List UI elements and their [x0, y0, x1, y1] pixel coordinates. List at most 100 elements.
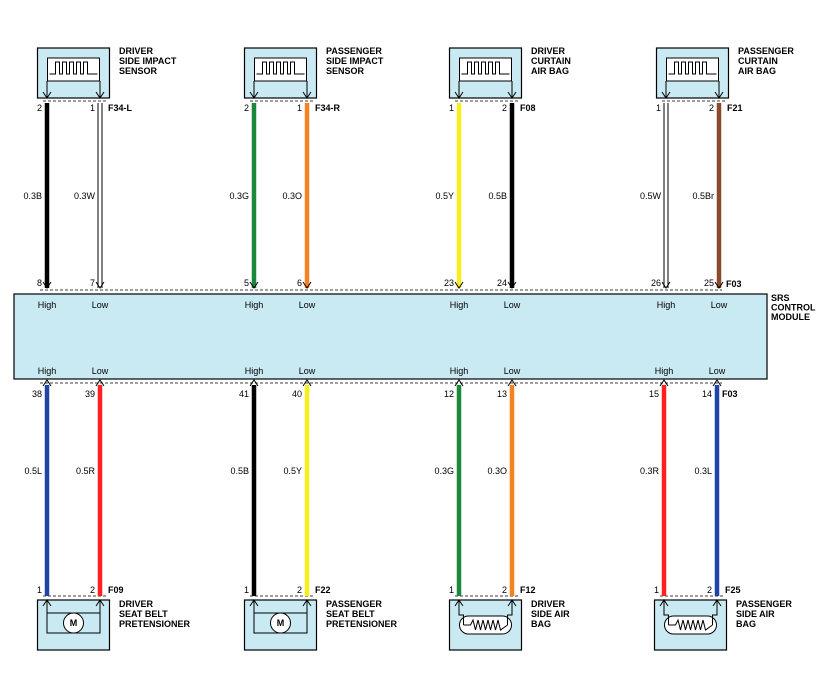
driver-seat-belt-pretensioner-wire-2-component-pin: 2	[90, 585, 95, 595]
driver-seat-belt-pretensioner-wire-1-component-pin: 1	[37, 585, 42, 595]
passenger-side-air-bag-name-line: PASSENGER	[736, 599, 792, 609]
passenger-side-impact-sensor-wire-1-module-pin: 5	[244, 278, 249, 288]
passenger-seat-belt-pretensioner-wire-2-arrow-top	[302, 379, 312, 387]
driver-side-impact-sensor-wire-1-component-pin: 2	[37, 103, 42, 113]
passenger-curtain-air-bag-wire-2-arrow-top	[714, 91, 724, 99]
driver-curtain-air-bag-connector-label: F08	[520, 103, 536, 113]
driver-seat-belt-pretensioner-wire-1-arrow-bottom	[42, 599, 52, 607]
driver-side-impact-sensor-wire-1-arrow-bottom	[42, 281, 52, 289]
passenger-side-impact-sensor-name-line: SENSOR	[326, 66, 365, 76]
passenger-curtain-air-bag-name-line: PASSENGER	[738, 46, 794, 56]
driver-seat-belt-pretensioner-wire-2-module-pin: 39	[85, 389, 95, 399]
driver-curtain-air-bag-wire-2-component-pin: 2	[502, 103, 507, 113]
passenger-side-impact-sensor-wire-2-component-pin: 1	[297, 103, 302, 113]
passenger-seat-belt-pretensioner-wire-2-module-pin: 40	[292, 389, 302, 399]
driver-curtain-air-bag-name-line: AIR BAG	[531, 66, 569, 76]
driver-side-air-bag-name-line: BAG	[531, 619, 551, 629]
driver-curtain-air-bag-wire-1-spec-label: 0.5Y	[435, 191, 454, 201]
passenger-curtain-air-bag-name-line: AIR BAG	[738, 66, 776, 76]
motor-icon	[270, 612, 291, 634]
driver-curtain-air-bag-wire-1-module-pin: 23	[444, 278, 454, 288]
passenger-side-impact-sensor-wire-2-arrow-bottom	[302, 281, 312, 289]
squib-lead-right	[507, 600, 513, 625]
passenger-side-air-bag-wire-2-module-pin: 14	[702, 389, 712, 399]
squib-lead-right	[712, 600, 718, 625]
driver-curtain-air-bag-name-line: DRIVER	[531, 46, 566, 56]
passenger-seat-belt-pretensioner-wire-2-module-terminal: Low	[299, 366, 316, 376]
passenger-seat-belt-pretensioner-wire-1-arrow-bottom	[249, 599, 259, 607]
passenger-side-impact-sensor-name-line: PASSENGER	[326, 46, 382, 56]
driver-side-air-bag-wire-2-component-pin: 2	[502, 585, 507, 595]
passenger-side-air-bag-wire-2-component-pin: 2	[707, 585, 712, 595]
sensor-waveform-icon	[256, 61, 305, 75]
module-body	[13, 293, 768, 380]
passenger-side-air-bag-wire-1-spec-label: 0.3R	[640, 466, 660, 476]
passenger-side-impact-sensor-connector-label: F34-R	[315, 103, 341, 113]
passenger-curtain-air-bag-wire-1-component-pin: 1	[656, 103, 661, 113]
passenger-side-air-bag-wire-2-arrow-top	[712, 379, 722, 387]
passenger-curtain-air-bag-wire-2-module-terminal: Low	[711, 300, 728, 310]
passenger-seat-belt-pretensioner-wire-1-module-terminal: High	[245, 366, 264, 376]
sensor-waveform-icon	[461, 61, 510, 75]
driver-side-air-bag-wire-2-spec-label: 0.3O	[487, 466, 507, 476]
module-bottom-connector-label: F03	[722, 389, 738, 399]
passenger-curtain-air-bag-wire-2-component-pin: 2	[709, 103, 714, 113]
driver-seat-belt-pretensioner-wire-1-arrow-top	[42, 379, 52, 387]
passenger-curtain-air-bag-wire-2-arrow-bottom	[714, 281, 724, 289]
driver-seat-belt-pretensioner-connector-label: F09	[108, 585, 124, 595]
driver-side-impact-sensor-wire-1-module-pin: 8	[37, 278, 42, 288]
driver-side-air-bag-name-line: DRIVER	[531, 599, 566, 609]
driver-curtain-air-bag-wire-1-arrow-top	[454, 91, 464, 99]
driver-side-air-bag-wire-2-module-pin: 13	[497, 389, 507, 399]
passenger-side-air-bag-wire-2-spec-label: 0.3L	[694, 466, 712, 476]
driver-side-impact-sensor-name-line: SIDE IMPACT	[119, 56, 177, 66]
module-name-line: MODULE	[771, 312, 810, 322]
driver-side-air-bag-name-line: SIDE AIR	[531, 609, 570, 619]
passenger-side-impact-sensor-name-line: SIDE IMPACT	[326, 56, 384, 66]
resistor-icon	[668, 618, 713, 631]
passenger-side-impact-sensor-wire-1-arrow-top	[249, 91, 259, 99]
driver-side-impact-sensor-wire-2-component-pin: 1	[90, 103, 95, 113]
driver-side-impact-sensor-name-line: SENSOR	[119, 66, 158, 76]
driver-curtain-air-bag-wire-1-arrow-bottom	[454, 281, 464, 289]
driver-curtain-air-bag-wire-2-arrow-bottom	[507, 281, 517, 289]
driver-curtain-air-bag-wire-2-module-terminal: Low	[504, 300, 521, 310]
resistor-icon	[463, 618, 508, 631]
driver-side-air-bag-wire-1-module-pin: 12	[444, 389, 454, 399]
driver-seat-belt-pretensioner-wire-2-arrow-bottom	[95, 599, 105, 607]
driver-side-air-bag-wire-2-arrow-bottom	[507, 599, 517, 607]
passenger-seat-belt-pretensioner-wire-1-spec-label: 0.5B	[230, 466, 249, 476]
passenger-seat-belt-pretensioner-connector-label: F22	[315, 585, 331, 595]
driver-seat-belt-pretensioner-wire-1-spec-label: 0.5L	[24, 466, 42, 476]
driver-curtain-air-bag-wire-1-module-terminal: High	[450, 300, 469, 310]
passenger-seat-belt-pretensioner-wire-1-component-pin: 1	[244, 585, 249, 595]
driver-side-impact-sensor-wire-1-arrow-top	[42, 91, 52, 99]
passenger-side-air-bag-name-line: SIDE AIR	[736, 609, 775, 619]
sensor-waveform-icon	[49, 61, 98, 75]
passenger-side-impact-sensor-wire-1-component-pin: 2	[244, 103, 249, 113]
passenger-seat-belt-pretensioner-wire-2-arrow-bottom	[302, 599, 312, 607]
motor-icon	[63, 612, 84, 634]
passenger-curtain-air-bag-wire-1-module-pin: 26	[651, 278, 661, 288]
passenger-curtain-air-bag-wire-1-arrow-bottom	[661, 281, 671, 289]
driver-side-air-bag-wire-2-arrow-top	[507, 379, 517, 387]
driver-seat-belt-pretensioner-name-line: PRETENSIONER	[119, 619, 191, 629]
passenger-curtain-air-bag-wire-1-module-terminal: High	[657, 300, 676, 310]
driver-side-impact-sensor-wire-2-arrow-top	[95, 91, 105, 99]
passenger-side-air-bag-wire-1-module-terminal: High	[655, 366, 674, 376]
passenger-curtain-air-bag-wire-2-module-pin: 25	[704, 278, 714, 288]
squib-lead-left	[663, 600, 669, 625]
driver-side-impact-sensor-wire-2-arrow-bottom	[95, 281, 105, 289]
driver-seat-belt-pretensioner-name-line: SEAT BELT	[119, 609, 168, 619]
driver-curtain-air-bag-wire-2-module-pin: 24	[497, 278, 507, 288]
passenger-curtain-air-bag-wire-1-arrow-top	[661, 91, 671, 99]
motor-label: M	[70, 618, 78, 628]
passenger-curtain-air-bag-connector-label: F21	[727, 103, 743, 113]
driver-side-air-bag-wire-1-arrow-bottom	[454, 599, 464, 607]
driver-curtain-air-bag-name-line: CURTAIN	[531, 56, 571, 66]
passenger-side-impact-sensor-wire-2-arrow-top	[302, 91, 312, 99]
